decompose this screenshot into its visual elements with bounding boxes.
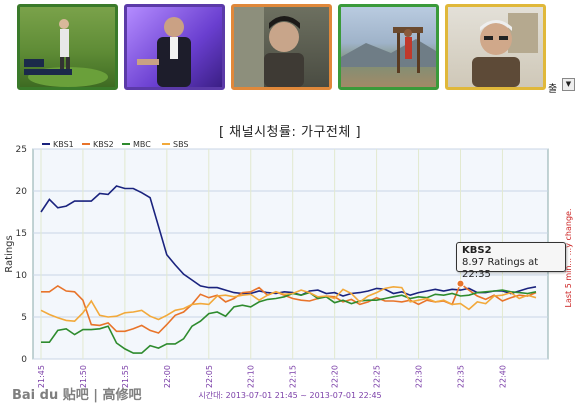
- tooltip-title: KBS2: [462, 245, 492, 256]
- baidu-watermark: Bai du 贴吧 | 高修吧: [12, 388, 142, 403]
- program-thumbnail-2[interactable]: [124, 4, 225, 90]
- x-tick-label: 21:55: [121, 365, 130, 388]
- series-line-sbs: [40, 285, 537, 323]
- x-tick-label: 22:25: [373, 365, 382, 388]
- series-line-kbs1: [40, 185, 537, 297]
- tab-caption: 출: [548, 84, 558, 95]
- y-tick-label: 10: [16, 271, 28, 281]
- legend-label: MBC: [133, 140, 151, 149]
- x-tick-label: 22:10: [247, 365, 256, 388]
- x-tick-label: 21:50: [79, 365, 88, 388]
- program-thumbnail-4[interactable]: [338, 4, 439, 90]
- side-note: Last 5 min... ...y change.: [564, 209, 573, 308]
- program-thumbnail-1[interactable]: [17, 4, 118, 90]
- chart-title: [ 채널시청률: 가구전체 ]: [218, 125, 362, 140]
- program-thumbnail-3[interactable]: [231, 4, 332, 90]
- x-tick-label: 22:20: [331, 365, 340, 388]
- landscape-image: [341, 27, 436, 73]
- drama-actor-image: [234, 7, 304, 87]
- y-tick-label: 20: [16, 187, 28, 197]
- y-tick-label: 0: [21, 355, 27, 365]
- x-tick-label: 22:05: [205, 365, 214, 388]
- x-tick-label: 22:35: [456, 365, 465, 388]
- legend-label: KBS1: [53, 140, 74, 149]
- host-image: [137, 17, 191, 87]
- x-axis-footer: 시간대: 2013-07-01 21:45 ~ 2013-07-01 22:45: [198, 390, 381, 400]
- y-tick-label: 5: [21, 313, 27, 323]
- x-tick-label: 21:45: [37, 365, 46, 388]
- x-tick-label: 22:00: [163, 365, 172, 388]
- y-tick-label: 15: [16, 229, 27, 239]
- chevron-down-icon: ▼: [565, 80, 572, 88]
- y-axis-label: Ratings: [4, 235, 15, 272]
- drama-elder-image: [472, 13, 538, 87]
- program-thumbnail-5[interactable]: [445, 4, 546, 90]
- highlight-point: [456, 279, 465, 288]
- series-line-mbc: [41, 289, 537, 354]
- x-tick-label: 22:30: [415, 365, 424, 388]
- chart-tooltip: KBS2 8.97 Ratings at 22:35: [456, 242, 566, 280]
- series-line-kbs2: [41, 282, 537, 334]
- tooltip-body: 8.97 Ratings at 22:35: [462, 257, 539, 280]
- dropdown-button[interactable]: ▼: [562, 78, 575, 91]
- golfer-image: [24, 19, 108, 87]
- y-tick-label: 25: [16, 145, 27, 155]
- x-tick-label: 22:40: [498, 365, 507, 388]
- program-thumbnail-strip: 출 ▼: [0, 0, 580, 100]
- legend-label: KBS2: [93, 140, 114, 149]
- legend-label: SBS: [173, 140, 189, 149]
- x-tick-label: 22:15: [289, 365, 298, 388]
